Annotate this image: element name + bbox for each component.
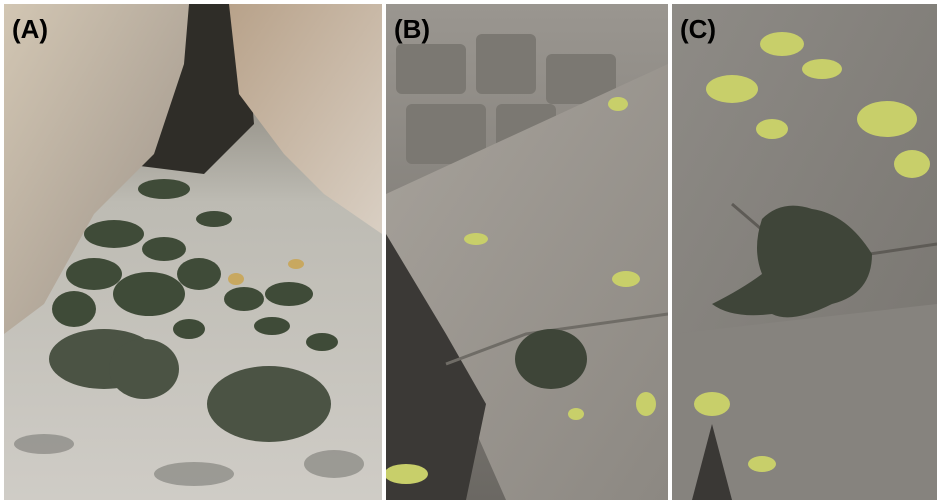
panel-label-b: (B)	[394, 14, 431, 44]
panel-label-a: (A)	[12, 14, 49, 44]
lichen-thallus	[515, 329, 587, 389]
large-thalli	[49, 329, 331, 442]
left-boulder	[4, 4, 189, 334]
panel-c-photo: (C)	[672, 4, 937, 500]
yellow-lichen-patches	[694, 32, 930, 472]
lichen-thalli	[52, 179, 338, 351]
orange-lichen-spots	[228, 259, 304, 285]
edge-shadow	[692, 424, 732, 500]
yellow-lichen-patches	[386, 97, 656, 484]
panel-c-scene	[672, 4, 937, 500]
panel-a-scene	[4, 4, 382, 500]
lower-rock-face	[672, 304, 937, 500]
main-boulder	[386, 64, 668, 500]
lichen-thallus	[712, 205, 872, 318]
crack-shadow	[386, 234, 486, 500]
panel-b-scene	[386, 4, 668, 500]
panel-a-photo: (A)	[4, 4, 382, 500]
rock-fissure	[445, 312, 668, 366]
rock-speckles	[14, 434, 364, 486]
right-boulder	[229, 4, 382, 234]
panel-label-c: (C)	[680, 14, 717, 44]
panel-b-photo: (B)	[386, 4, 668, 500]
